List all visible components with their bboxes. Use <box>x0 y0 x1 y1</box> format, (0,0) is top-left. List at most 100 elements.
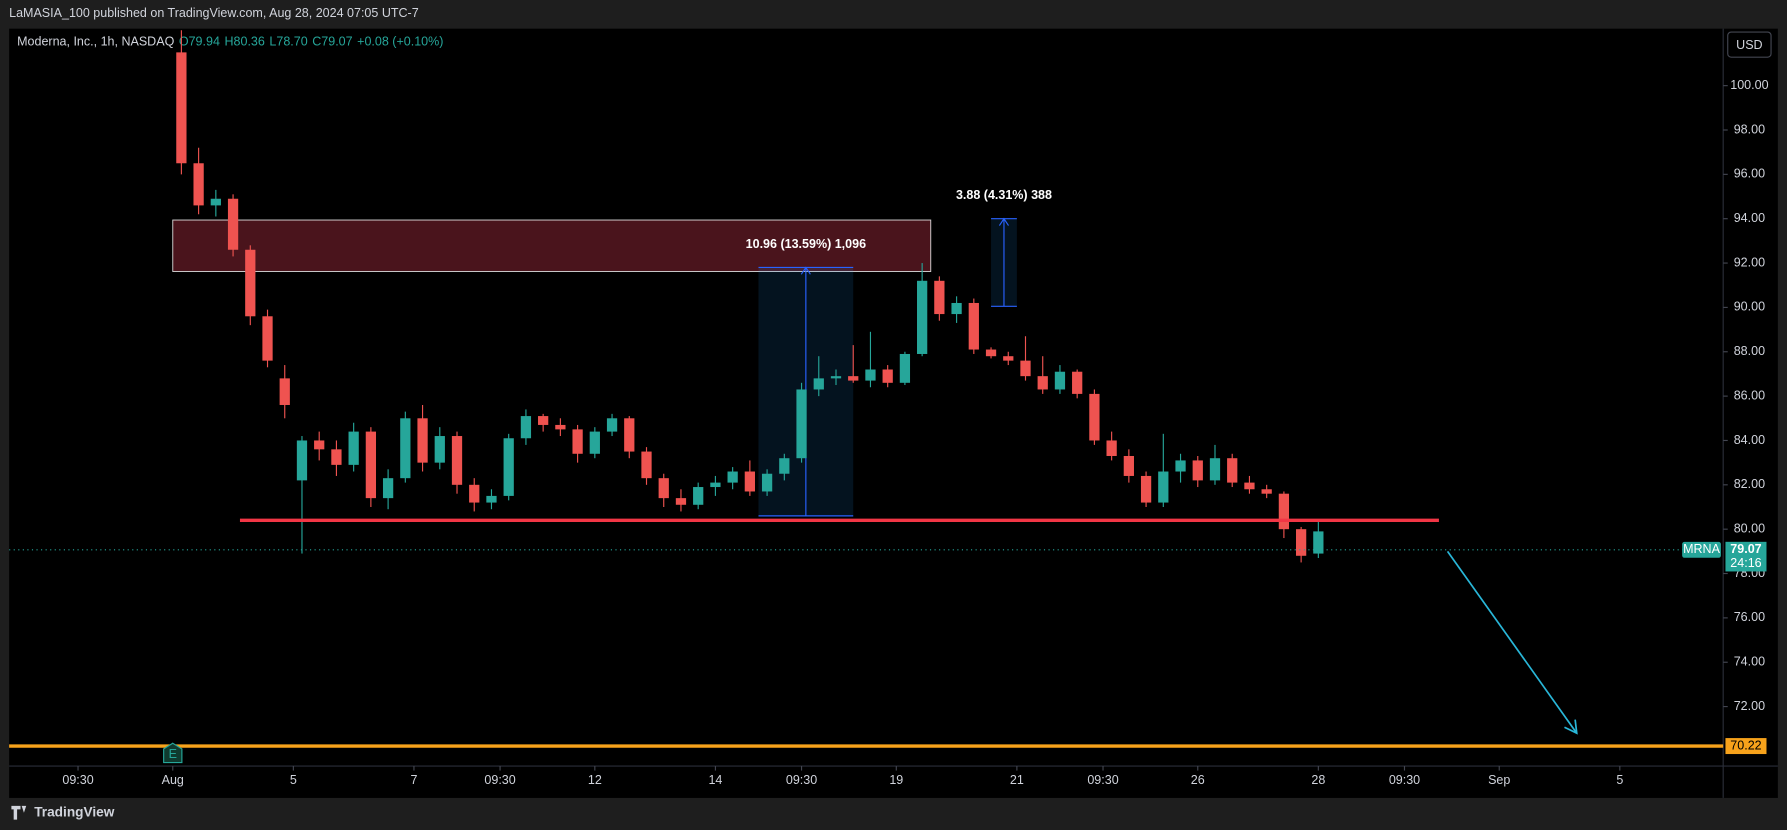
candle-body <box>193 163 204 206</box>
candle-body <box>520 416 532 439</box>
candle-body <box>693 487 704 505</box>
candle-body <box>331 449 342 465</box>
candle-body <box>675 498 687 505</box>
candle-body <box>469 484 480 503</box>
candle-body <box>968 302 979 350</box>
brand: TradingView <box>34 804 115 819</box>
support-tag <box>1725 738 1767 755</box>
candle-body <box>658 478 669 499</box>
candle-body <box>400 418 411 479</box>
candle-body <box>779 458 790 474</box>
measure-label: 3.88 (4.31%) 388 <box>956 188 1052 202</box>
x-tick-label: 09:30 <box>1087 773 1118 787</box>
candle-body <box>1054 371 1066 390</box>
x-tick-label: 26 <box>1191 773 1205 787</box>
y-tick-label: 72.00 <box>1734 699 1765 713</box>
candle-body <box>451 436 463 485</box>
candle-body <box>1037 376 1048 390</box>
y-tick-label: 100.00 <box>1730 78 1768 92</box>
x-tick-label: 09:30 <box>484 773 515 787</box>
x-tick-label: 12 <box>588 773 602 787</box>
y-tick-label: 74.00 <box>1734 655 1765 669</box>
y-tick-label: 80.00 <box>1734 521 1765 535</box>
x-tick-label: 09:30 <box>62 773 93 787</box>
y-tick-label: 94.00 <box>1734 211 1765 225</box>
candle-body <box>899 353 911 383</box>
price-tag <box>1725 541 1767 572</box>
ohlc-value: L78.70 <box>269 35 307 49</box>
candle-body <box>572 429 583 454</box>
candle-body <box>555 424 566 430</box>
ohlc-value: O79.94 <box>179 35 220 49</box>
y-tick-label: 76.00 <box>1734 610 1765 624</box>
x-tick-label: Aug <box>162 773 184 787</box>
currency: USD <box>1736 38 1762 52</box>
candle-body <box>761 473 773 492</box>
candle-body <box>227 198 239 250</box>
candle-body <box>624 418 635 452</box>
y-tick-label: 82.00 <box>1734 477 1765 491</box>
candle-body <box>1261 489 1272 494</box>
candle-body <box>245 249 256 317</box>
candle-body <box>210 198 221 206</box>
ticker-tag <box>1682 541 1721 558</box>
projection-arrow <box>1446 550 1578 734</box>
candle-body <box>1295 529 1307 556</box>
candle-body <box>1089 393 1100 441</box>
x-tick-label: 14 <box>708 773 722 787</box>
candle-body <box>934 280 945 315</box>
chart-pane <box>9 28 1778 798</box>
measure-arrowhead <box>800 266 811 275</box>
support-label: 70.22 <box>1730 738 1761 752</box>
candle-body <box>1244 482 1255 490</box>
y-tick-label: 88.00 <box>1734 344 1765 358</box>
candle-body <box>1313 531 1324 554</box>
x-tick-label: 28 <box>1311 773 1325 787</box>
candle-body <box>1192 460 1203 481</box>
y-tick-label: 92.00 <box>1734 255 1765 269</box>
candle-body <box>796 389 807 459</box>
candle-body <box>865 369 876 381</box>
candle-body <box>1072 371 1083 394</box>
x-tick-label: 09:30 <box>1389 773 1420 787</box>
x-tick-label: 7 <box>410 773 417 787</box>
candle-body <box>486 495 497 503</box>
candle-body <box>727 471 738 483</box>
candle-body <box>176 52 187 164</box>
earnings-badge <box>163 742 183 764</box>
candle-body <box>813 378 824 390</box>
candle-body <box>417 418 428 463</box>
symbol-legend: Moderna, Inc., 1h, NASDAQ O79.94 H80.36 L78… <box>17 35 443 49</box>
candle-body <box>348 431 359 465</box>
candle-body <box>296 440 308 481</box>
x-tick-label: 5 <box>1616 773 1623 787</box>
measure-label: 10.96 (13.59%) 1,096 <box>746 237 866 251</box>
projection-arrowhead <box>1564 719 1578 735</box>
measure-arrowhead <box>998 217 1009 226</box>
candle-body <box>848 376 859 381</box>
candle-body <box>382 478 394 499</box>
candle-body <box>589 431 600 454</box>
candle-body <box>262 316 273 361</box>
y-tick-label: 86.00 <box>1734 388 1765 402</box>
currency-button[interactable] <box>1727 31 1772 58</box>
ohlc-value: +0.08 (+0.10%) <box>357 35 443 49</box>
ticker-label: MRNA <box>1683 542 1721 556</box>
ohlc-value: H80.36 <box>224 35 264 49</box>
candle-body <box>538 416 549 425</box>
candle-body <box>985 349 997 357</box>
x-tick-label: 5 <box>290 773 297 787</box>
candle-body <box>1175 460 1186 472</box>
candle-body <box>744 471 755 492</box>
x-tick-label: 09:30 <box>786 773 817 787</box>
candle-body <box>1020 360 1031 377</box>
candle-body <box>1209 458 1221 481</box>
candle-body <box>951 302 962 315</box>
price-label: 79.07 <box>1730 542 1761 556</box>
candle-body <box>434 436 445 463</box>
y-tick-label: 84.00 <box>1734 433 1765 447</box>
candle-body <box>1003 356 1014 361</box>
supply-zone <box>172 219 932 272</box>
